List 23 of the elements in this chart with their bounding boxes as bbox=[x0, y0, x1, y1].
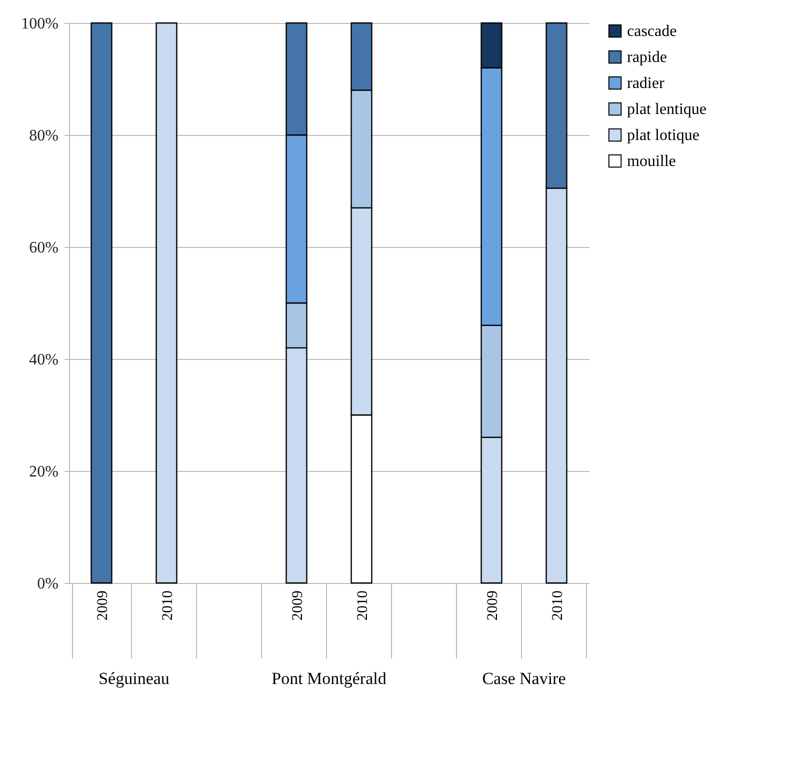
legend-label: radier bbox=[627, 75, 665, 92]
text: Séguineau bbox=[98, 669, 170, 688]
legend-label: mouille bbox=[627, 153, 676, 170]
x-tick-label: 2010 bbox=[550, 590, 566, 620]
x-tick-label: 2010 bbox=[355, 590, 371, 620]
text: Pont Montgérald bbox=[272, 669, 387, 688]
text: Case Navire bbox=[482, 669, 566, 688]
x-tick-label: 2009 bbox=[95, 590, 111, 620]
legend-label: cascade bbox=[627, 23, 677, 40]
x-tick-label: 2009 bbox=[485, 590, 501, 620]
legend-label: rapide bbox=[627, 49, 667, 66]
y-tick-label: 60% bbox=[29, 240, 58, 256]
y-tick-label: 20% bbox=[29, 464, 58, 480]
y-tick-label: 0% bbox=[37, 576, 58, 592]
y-tick-label: 80% bbox=[29, 128, 58, 144]
legend-label: plat lentique bbox=[627, 101, 707, 118]
x-tick-label: 2009 bbox=[290, 590, 306, 620]
bar bbox=[156, 22, 178, 584]
legend-label: plat lotique bbox=[627, 127, 700, 144]
bar bbox=[90, 22, 112, 584]
y-tick-label: 100% bbox=[21, 16, 58, 32]
x-tick-label: 2010 bbox=[160, 590, 176, 620]
y-tick-label: 40% bbox=[29, 352, 58, 368]
